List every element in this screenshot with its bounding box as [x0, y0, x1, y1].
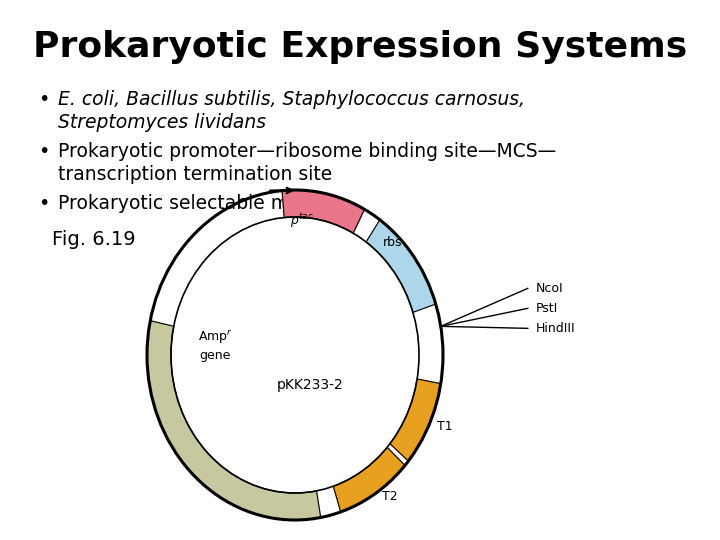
Text: Fig. 6.19: Fig. 6.19 — [52, 230, 135, 249]
Text: Prokaryotic promoter—ribosome binding site—MCS—
transcription termination site: Prokaryotic promoter—ribosome binding si… — [58, 142, 557, 185]
Text: E. coli, Bacillus subtilis, Staphylococcus carnosus,
Streptomyces lividans: E. coli, Bacillus subtilis, Staphylococc… — [58, 90, 525, 132]
Text: •: • — [38, 194, 50, 213]
Text: pKK233-2: pKK233-2 — [276, 378, 343, 392]
Ellipse shape — [147, 190, 443, 520]
Text: Prokaryotic Expression Systems: Prokaryotic Expression Systems — [33, 30, 687, 64]
Text: NcoI: NcoI — [536, 282, 563, 295]
Text: $p^{tac}$: $p^{tac}$ — [289, 211, 314, 230]
Polygon shape — [333, 447, 405, 512]
Text: Prokaryotic selectable marker: Prokaryotic selectable marker — [58, 194, 338, 213]
Polygon shape — [147, 321, 320, 520]
Text: PstI: PstI — [536, 302, 558, 315]
Text: HindIII: HindIII — [536, 322, 575, 335]
Text: •: • — [38, 90, 50, 109]
Text: T2: T2 — [382, 490, 397, 503]
Text: rbs: rbs — [383, 237, 402, 249]
Polygon shape — [282, 190, 364, 233]
Text: •: • — [38, 142, 50, 161]
Text: Amp$^r$
gene: Amp$^r$ gene — [197, 328, 233, 362]
Text: T1: T1 — [437, 420, 452, 433]
Polygon shape — [390, 379, 441, 461]
Polygon shape — [366, 220, 436, 312]
